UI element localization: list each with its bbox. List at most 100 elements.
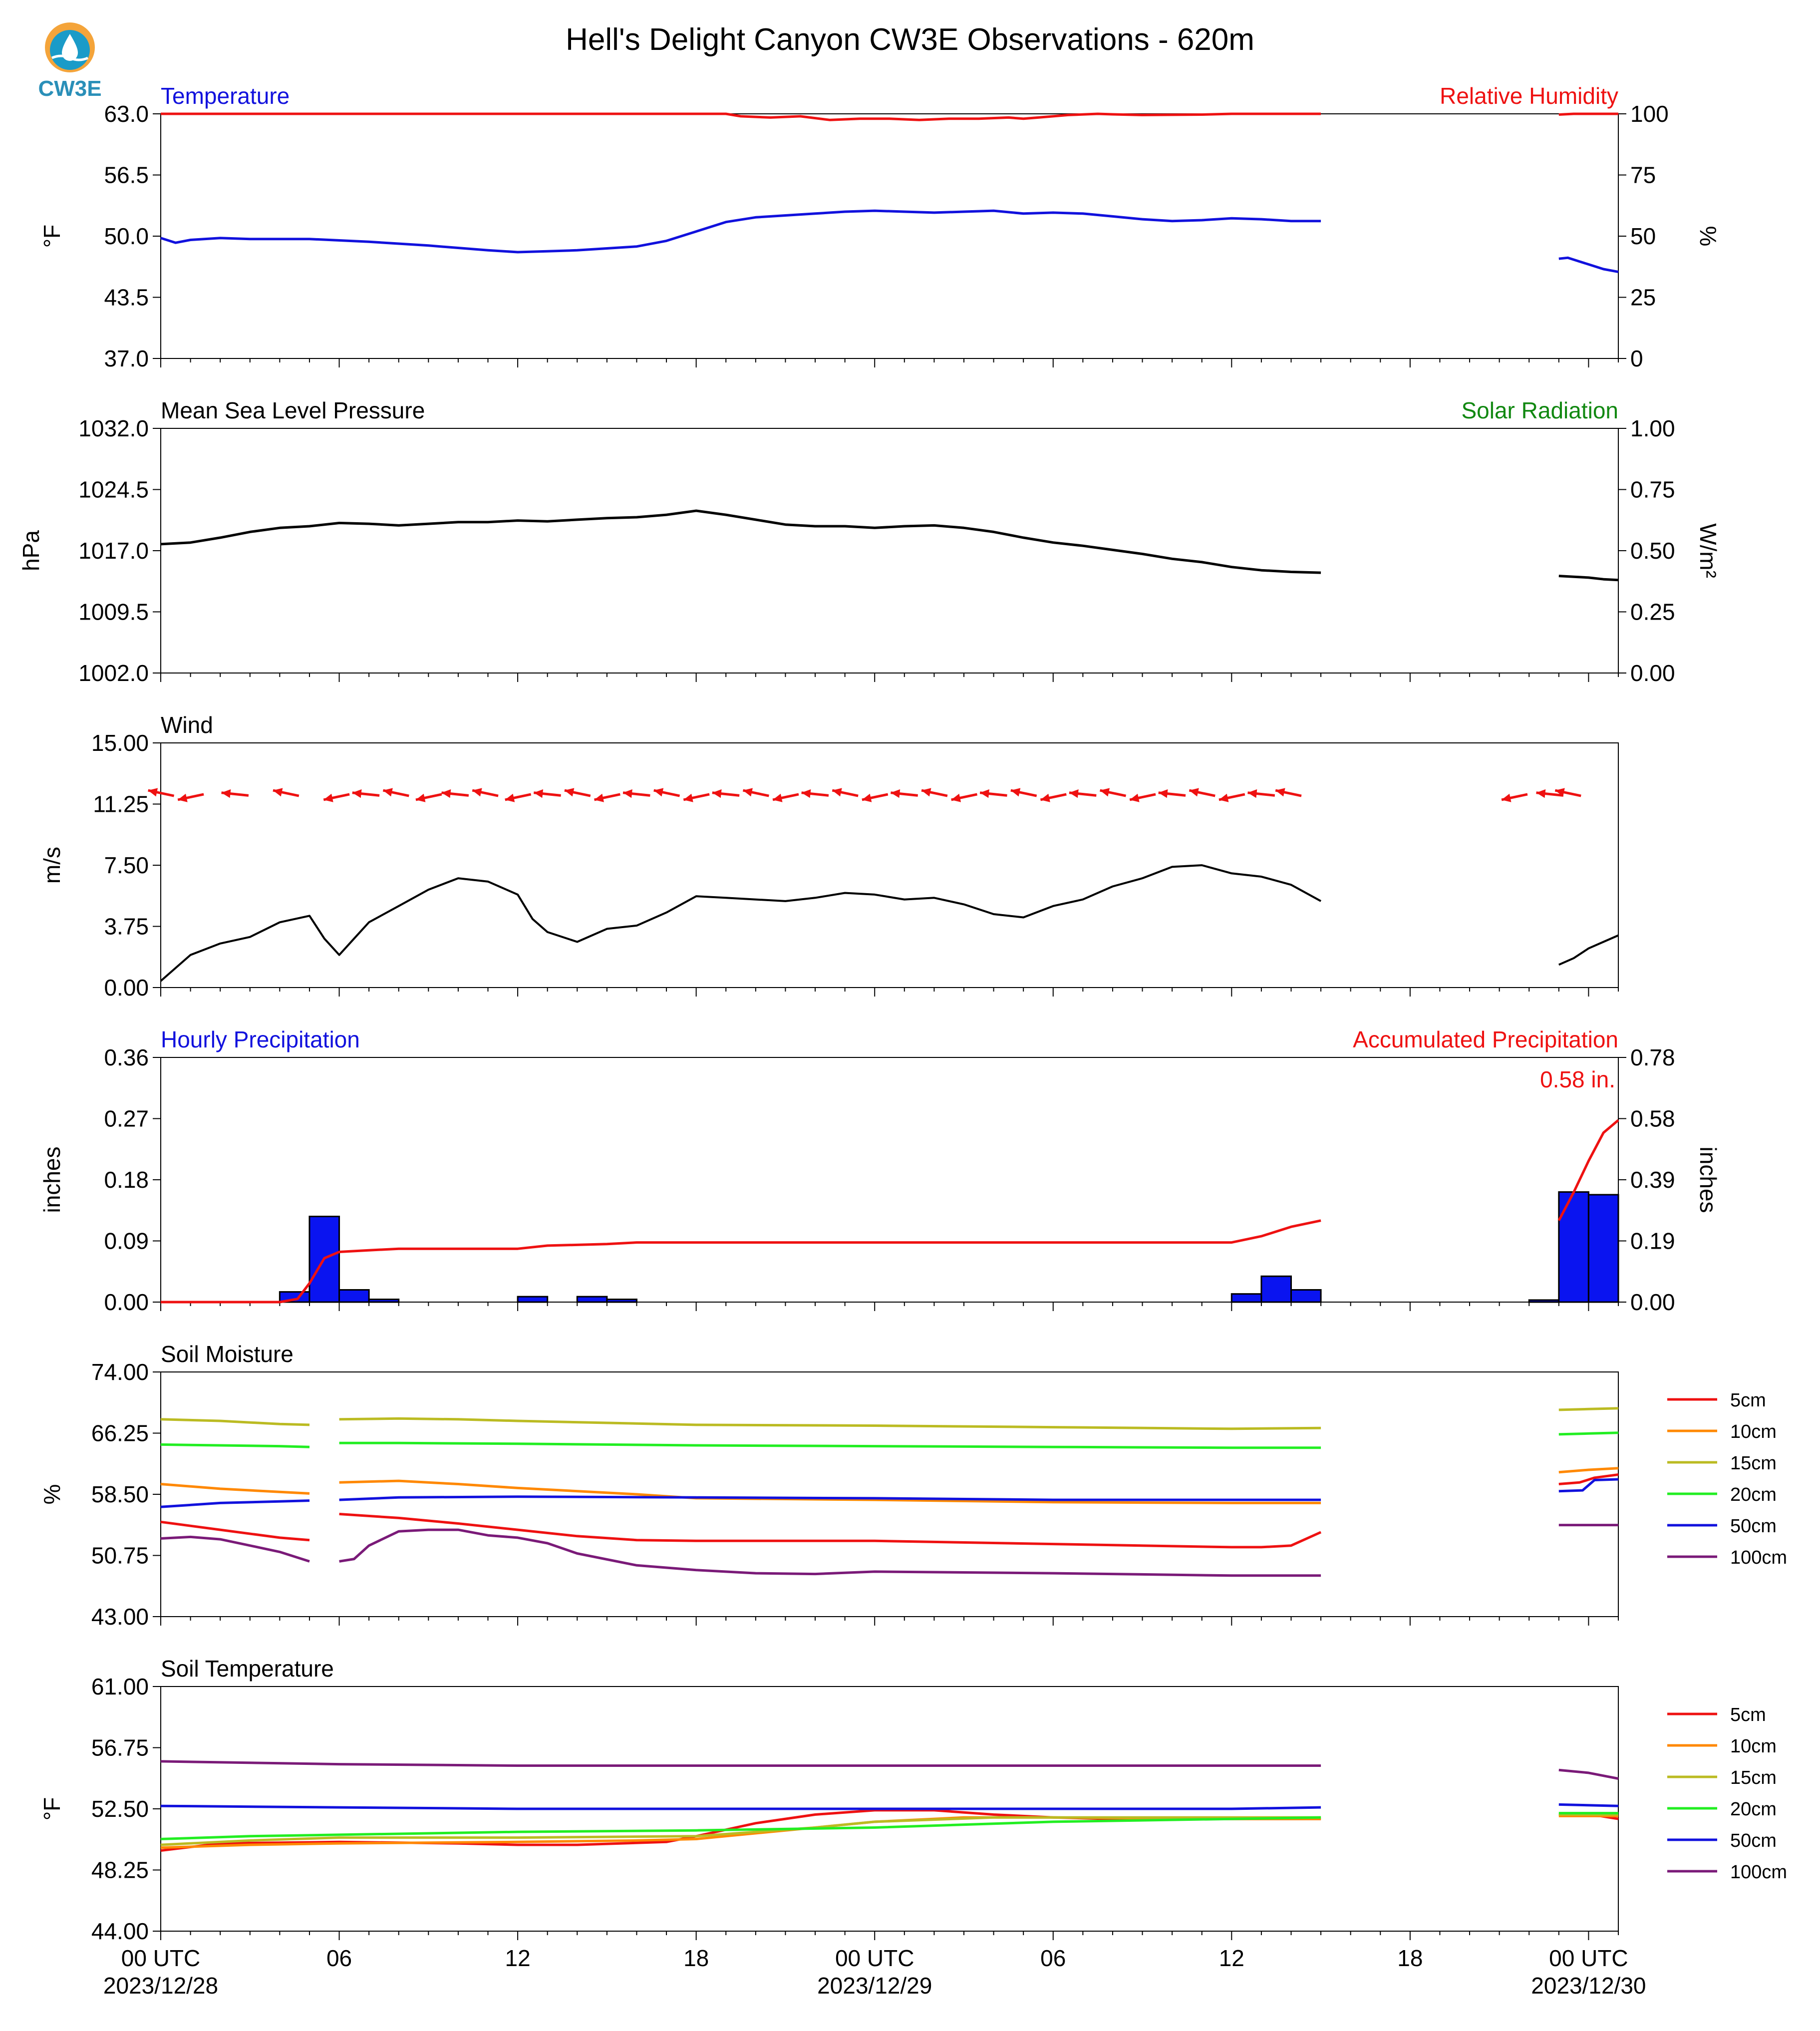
panel-soil_moisture: 74.00 66.25 58.50 50.75 43.00 Soil Moisture% 5…	[39, 1341, 1787, 1630]
y-tick-label: 0.00	[104, 1289, 149, 1315]
legend-label: 20cm	[1730, 1484, 1777, 1505]
wind-arrow	[1010, 788, 1037, 797]
series-line-15cm	[339, 1417, 1321, 1430]
series-line-15cm	[160, 1816, 1321, 1846]
wind-arrow	[273, 788, 300, 797]
x-tick-date-label: 2023/12/29	[817, 1973, 932, 1999]
wind-arrow-head	[653, 788, 664, 797]
panel-title-right: Accumulated Precipitation	[1353, 1026, 1618, 1052]
y-tick-label: 56.5	[104, 162, 149, 188]
y-tick-label: 0.00	[104, 975, 149, 1001]
wind-arrow	[712, 789, 740, 798]
wind-arrow-head	[1040, 793, 1050, 802]
panel-title-left: Hourly Precipitation	[161, 1026, 360, 1052]
legend-label: 100cm	[1730, 1547, 1787, 1568]
panel-title-left: Temperature	[161, 83, 290, 109]
precip-bar	[606, 1299, 637, 1303]
wind-arrow-head	[1247, 789, 1257, 798]
panel-title-right: Solar Radiation	[1461, 397, 1618, 423]
series-line-wind	[1558, 934, 1619, 966]
wind-arrow-head	[505, 793, 515, 802]
wind-arrow	[1129, 793, 1156, 802]
panel-precip: 0.36 0.27 0.18 0.09 0.00 0.78 0.58 0.39 0.19 0.00…	[39, 1026, 1721, 1315]
wind-arrow-head	[534, 789, 544, 798]
precip-bar	[338, 1289, 370, 1303]
precip-bar	[368, 1299, 400, 1303]
series-line-temperature	[160, 209, 1321, 254]
y-tick-label: 0.18	[104, 1167, 149, 1193]
figure-title: Hell's Delight Canyon CW3E Observations …	[566, 22, 1254, 57]
wind-arrow-head	[1189, 788, 1199, 797]
y-tick-label: 44.00	[91, 1918, 149, 1944]
x-tick-label: 12	[505, 1945, 531, 1971]
legend-label: 10cm	[1730, 1421, 1777, 1442]
x-tick-label: 00 UTC	[835, 1945, 914, 1971]
y-tick-label: 0.09	[104, 1228, 149, 1254]
series-line-100cm	[1558, 1768, 1619, 1780]
precip-bar	[1528, 1299, 1560, 1303]
precip-bar	[517, 1296, 549, 1303]
wind-arrow-head	[1158, 789, 1168, 798]
wind-arrow-head	[980, 789, 989, 798]
wind-arrow	[1189, 788, 1215, 797]
y2-tick-label: 0.19	[1630, 1228, 1675, 1254]
wind-arrow-head	[683, 793, 693, 802]
y2-tick-label: 1.00	[1630, 415, 1675, 441]
series-line-accumulated-precipitation	[161, 1219, 1321, 1304]
y-tick-label: 50.0	[104, 223, 149, 249]
panel-title-left: Soil Moisture	[161, 1341, 294, 1367]
wind-arrow	[564, 788, 591, 797]
y-axis-label: °F	[39, 225, 65, 248]
x-tick-label: 06	[1040, 1945, 1066, 1971]
wind-arrow	[1247, 789, 1275, 798]
y-tick-label: 1032.0	[78, 415, 149, 441]
series-line-5cm	[1558, 1473, 1619, 1485]
wind-arrow	[979, 789, 1007, 798]
y-axis-label: inches	[39, 1147, 65, 1213]
panel-wind: 15.00 11.25 7.50 3.75 0.00 Wind m/s	[39, 712, 1619, 1001]
wind-arrow	[1040, 793, 1067, 802]
wind-arrow	[441, 789, 469, 798]
wind-arrow	[622, 789, 650, 798]
wind-arrow	[505, 793, 532, 802]
legend-label: 15cm	[1730, 1453, 1777, 1474]
wind-arrow	[951, 793, 978, 802]
series-line-15cm	[1558, 1407, 1619, 1411]
wind-arrow-head	[1130, 793, 1140, 802]
legend-label: 5cm	[1730, 1704, 1766, 1725]
wind-arrow	[1501, 793, 1528, 802]
wind-arrow	[1554, 788, 1581, 797]
y-tick-label: 1017.0	[78, 538, 149, 564]
y2-tick-label: 50	[1630, 223, 1656, 249]
series-line-20cm	[1558, 1431, 1619, 1436]
legend: 5cm 10cm 15cm 20cm 50cm 100cm	[1667, 1704, 1787, 1883]
y2-tick-label: 0.58	[1630, 1106, 1675, 1132]
y-axis-label: m/s	[39, 847, 65, 884]
wind-arrow-head	[323, 793, 333, 802]
y-tick-label: 1024.5	[78, 477, 149, 503]
series-line-100cm	[160, 1760, 1321, 1767]
y-tick-label: 1002.0	[78, 660, 149, 686]
legend: 5cm 10cm 15cm 20cm 50cm 100cm	[1667, 1390, 1787, 1568]
y-tick-label: 61.00	[91, 1674, 149, 1699]
y-tick-label: 1009.5	[78, 599, 149, 625]
series-line-50cm	[160, 1804, 1321, 1810]
wind-arrow	[1536, 789, 1564, 798]
series-line-15cm	[160, 1418, 310, 1426]
wind-arrow-head	[801, 789, 811, 798]
y2-tick-label: 0.75	[1630, 477, 1675, 503]
y-tick-label: 7.50	[104, 852, 149, 878]
wind-arrow	[683, 793, 710, 802]
y-tick-label: 0.36	[104, 1044, 149, 1070]
wind-arrow-head	[415, 793, 426, 802]
panel-soil_temperature: 61.00 56.75 52.50 48.25 44.00 Soil Temperatur…	[39, 1656, 1787, 1944]
series-line-relative-humidity	[161, 112, 1321, 121]
wind-arrow-head	[951, 793, 961, 802]
x-tick-date-label: 2023/12/30	[1531, 1973, 1646, 1999]
y-axis-label: hPa	[18, 530, 44, 571]
wind-arrow-head	[1555, 788, 1565, 797]
series-line-wind	[160, 864, 1322, 982]
x-tick-label: 06	[326, 1945, 352, 1971]
